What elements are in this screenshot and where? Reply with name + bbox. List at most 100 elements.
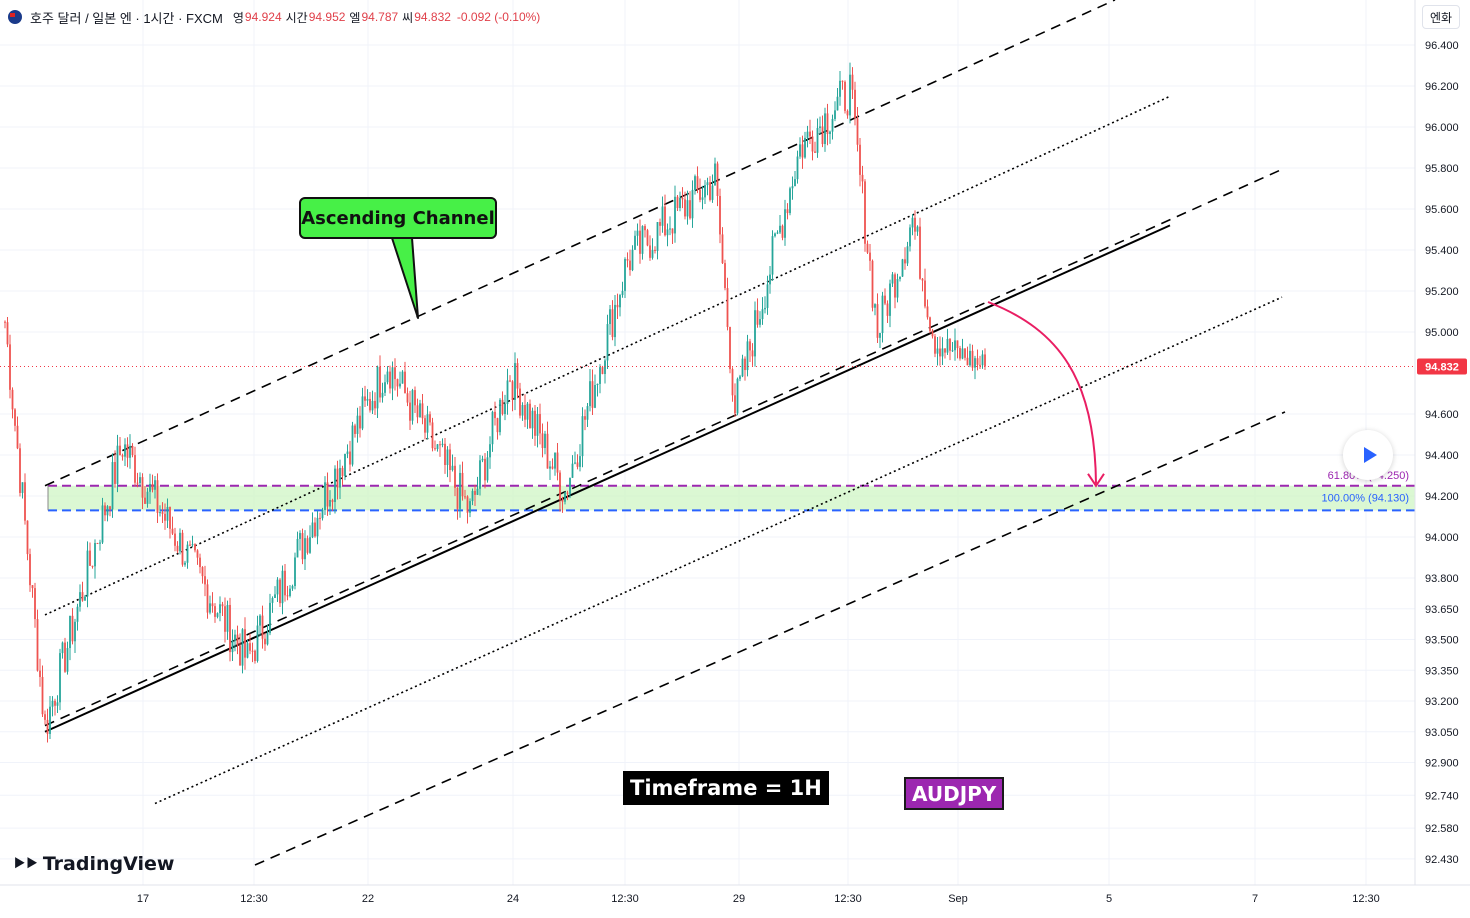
candle-body [184,562,186,565]
candle-body [896,279,899,298]
candle-body [186,544,189,563]
candle-body [139,477,141,484]
candle-body [541,433,544,448]
candle-body [291,586,294,589]
candle-body [366,398,369,401]
candle-body [416,405,419,418]
candle-body [456,487,459,509]
candle-body [679,197,681,209]
open-value: 94.924 [244,10,282,24]
last-price-tag [1417,358,1467,375]
candle-body [769,274,771,285]
candle-body [684,199,686,217]
x-tick-label: 5 [1106,893,1112,905]
candle-body [581,416,584,457]
candle-body [279,579,281,604]
candle-body [884,295,886,304]
candle-body [426,414,429,433]
candle-body [951,350,954,352]
currency-button[interactable]: 엔화 [1422,5,1460,29]
candle-body [201,567,204,577]
candle-body [116,445,119,484]
candle-body [481,458,484,461]
channel-line-dashed [44,167,1286,727]
candle-body [424,418,426,433]
candle-body [559,472,561,500]
candle-body [164,513,166,521]
candle-body [666,229,669,236]
candle-body [686,200,689,217]
ascending-channel-callout[interactable]: Ascending Channel [299,197,497,239]
candle-body [536,414,539,436]
tradingview-logo[interactable]: ⯈⯈ TradingView [12,853,174,875]
candle-body [839,80,841,97]
candle-body [131,445,134,456]
timeframe-label[interactable]: Timeframe = 1H [623,771,829,805]
candle-body [764,307,766,310]
candle-body [966,357,969,366]
candle-body [364,396,366,401]
candle-body [766,284,769,308]
candle-body [436,444,439,450]
candle-body [956,340,959,349]
x-tick-label: 22 [362,893,374,905]
candle-body [786,209,789,214]
replay-button[interactable] [1343,430,1393,480]
candle-body [809,131,811,137]
candle-body [964,348,966,358]
candle-body [274,594,276,599]
candle-body [29,554,31,586]
candle-body [704,185,706,198]
candle-body [359,415,361,429]
candle-body [631,249,634,271]
candle-body [601,367,604,375]
candle-body [721,234,724,264]
x-tick-label: 24 [507,893,519,905]
projection-arrow [987,301,1105,488]
candle-body [39,670,41,677]
candle-body [24,482,26,521]
candle-body [286,595,289,597]
candle-body [811,136,814,152]
candle-body [76,606,79,622]
candle-body [854,89,856,119]
candle-body [351,425,354,465]
candle-body [89,550,91,566]
candle-body [304,538,306,560]
candle-body [86,550,89,597]
candle-body [204,576,206,585]
candle-body [46,719,49,734]
candle-body [361,396,364,429]
x-tick-label: 12:30 [611,893,639,905]
candle-body [56,702,59,706]
candle-body [919,226,921,279]
candle-body [449,449,451,471]
candle-body [346,451,349,454]
candle-body [716,163,719,196]
candle-body [141,477,144,498]
candle-body [181,532,184,565]
candle-body [604,360,606,375]
candle-body [149,483,151,492]
candle-body [61,642,64,654]
pair-label[interactable]: AUDJPY [904,777,1005,810]
candle-body [271,598,274,603]
high-label: 시간 [285,10,308,25]
candle-body [904,259,906,264]
candle-body [551,466,554,469]
y-tick-label: 96.000 [1425,122,1459,134]
candle-body [881,295,884,334]
symbol-title[interactable]: 호주 달러 / 일본 엔 · 1시간 · FXCM [30,10,223,26]
candle-body [624,259,626,291]
candle-body [171,528,174,534]
candle-body [451,465,454,471]
candle-body [609,309,611,325]
candle-body [324,482,326,510]
time-axis-bg [0,885,1470,913]
ascending-channel [44,0,1286,866]
candle-body [751,350,754,357]
candle-body [831,118,834,132]
candle-body [441,443,444,446]
